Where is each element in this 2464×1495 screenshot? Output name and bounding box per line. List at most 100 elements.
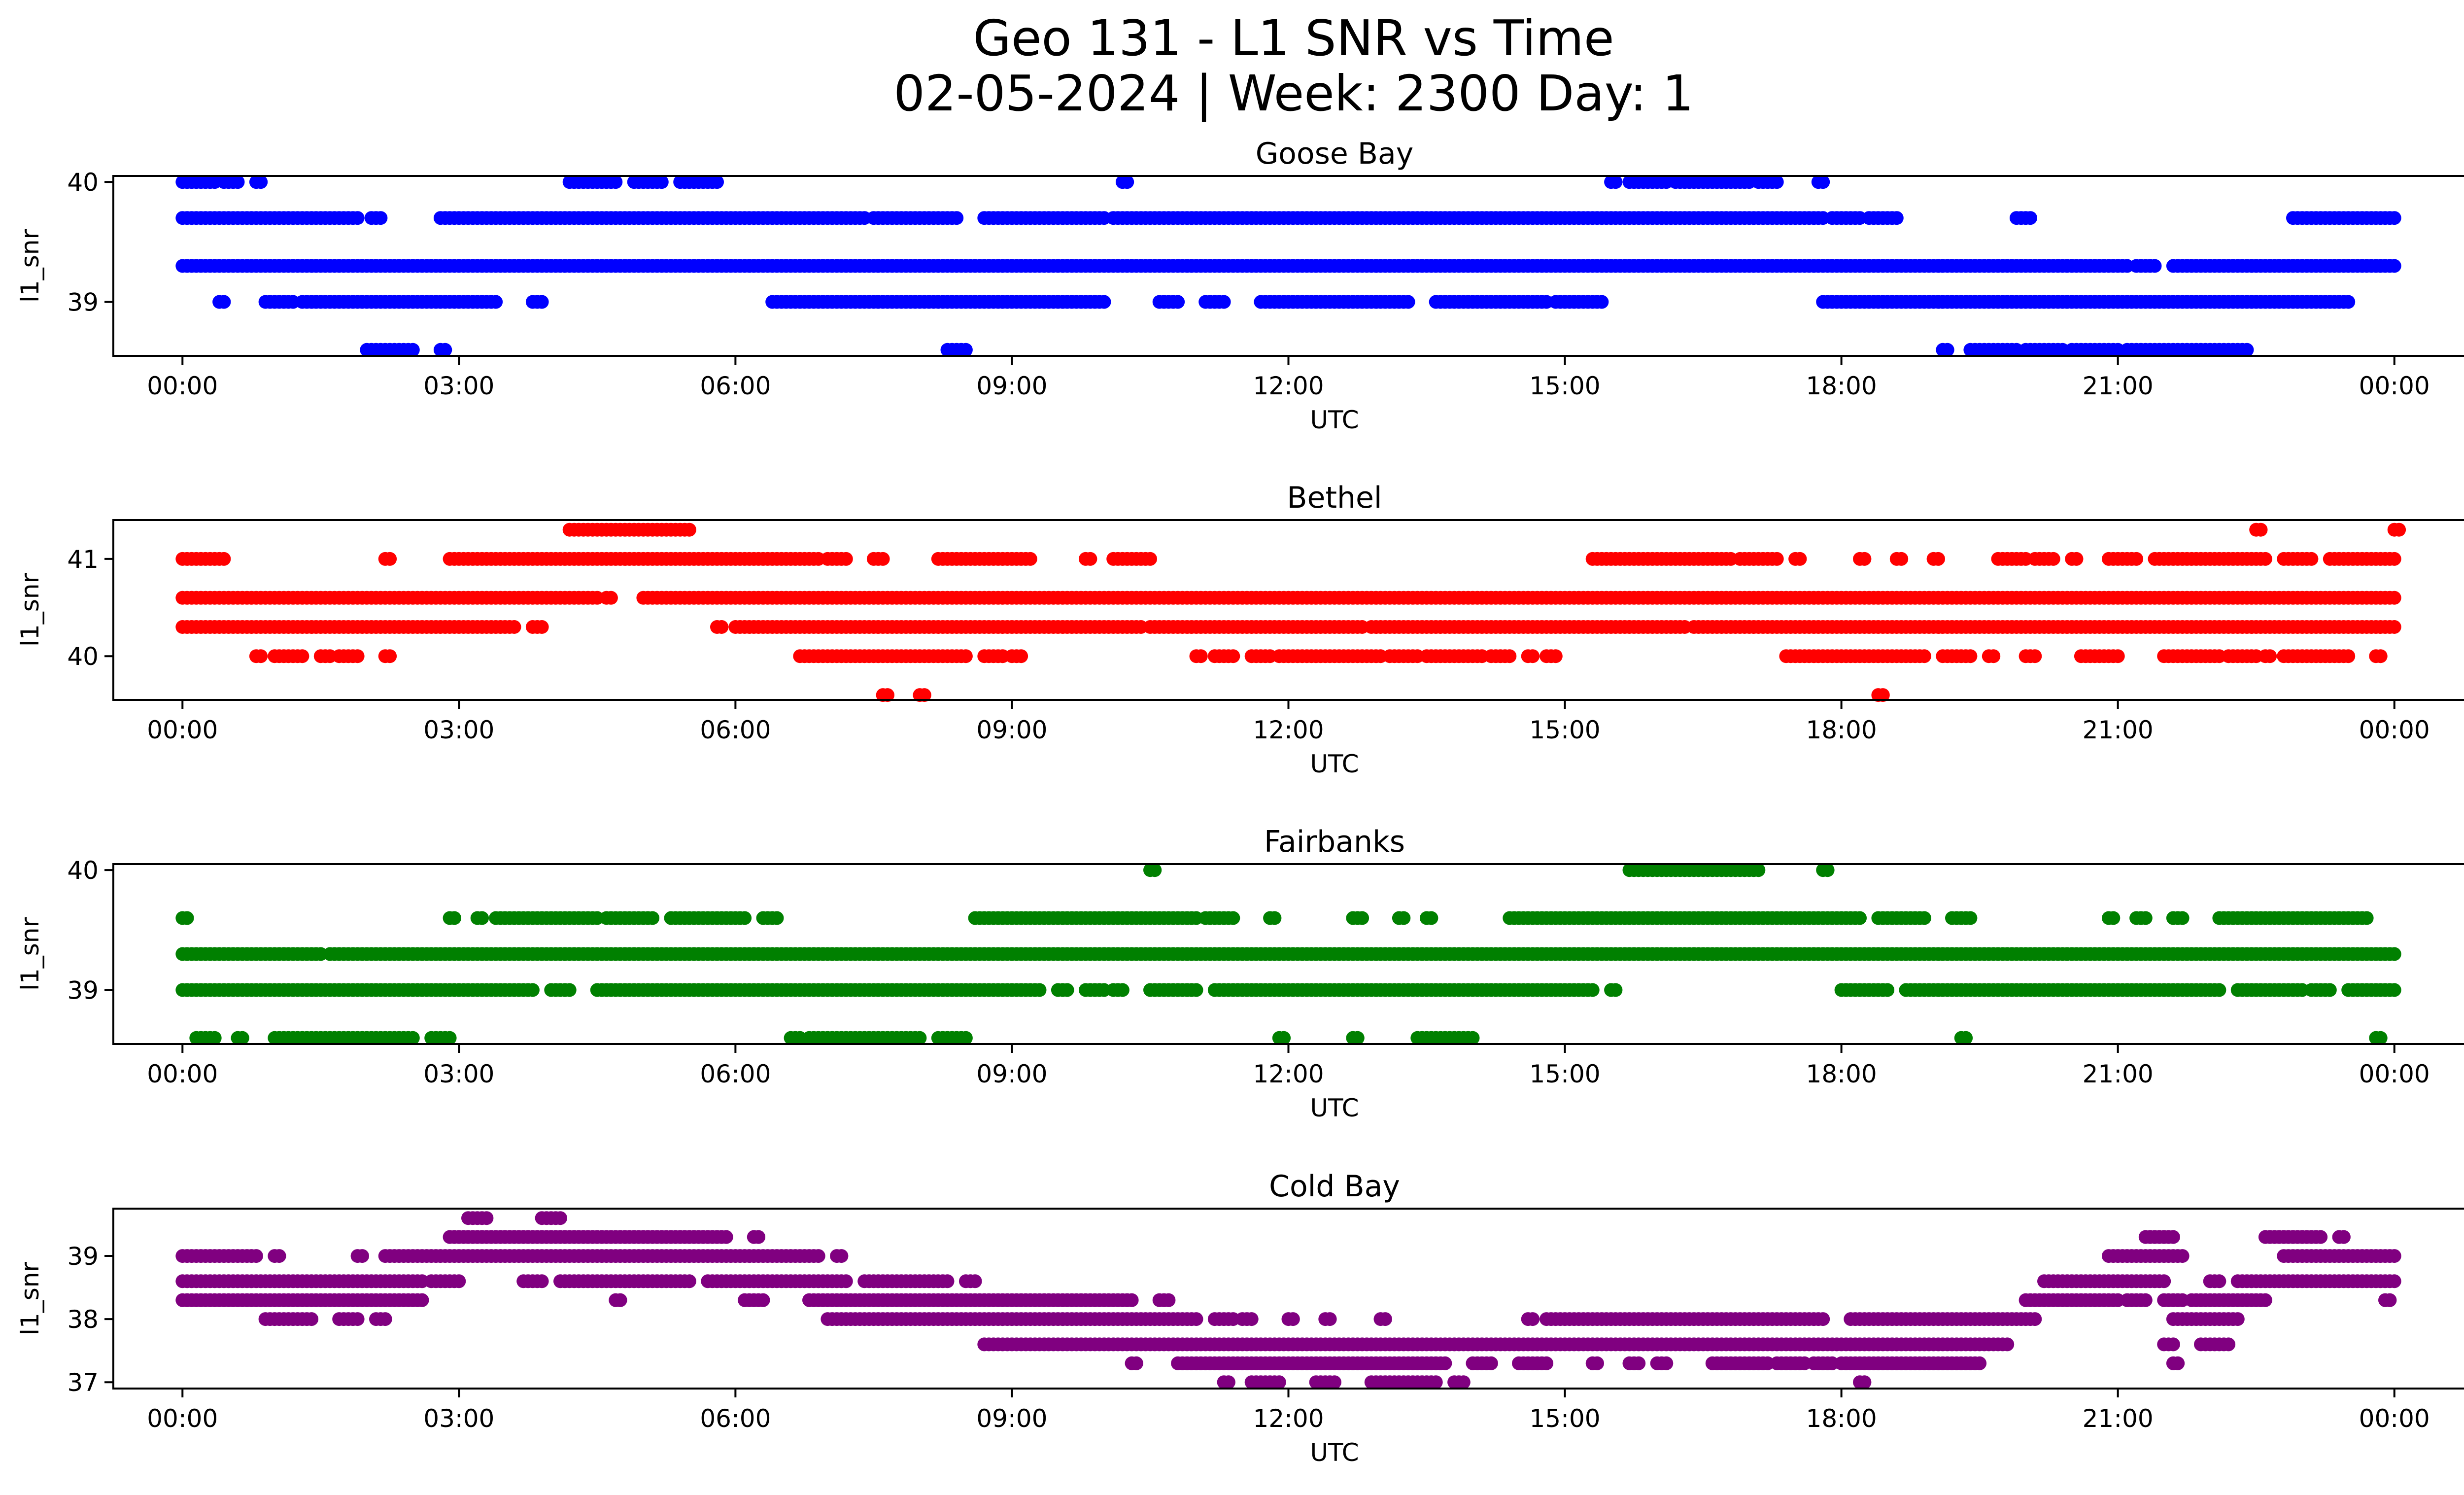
figure-title-line2: 02-05-2024 | Week: 2300 Day: 1 xyxy=(893,65,1693,122)
data-point xyxy=(2106,911,2121,925)
plot-frame xyxy=(112,519,2464,701)
data-point xyxy=(958,1031,973,1045)
x-tick-label: 15:00 xyxy=(1530,716,1601,744)
x-tick-label: 18:00 xyxy=(1806,1060,1877,1088)
data-point xyxy=(1917,911,1931,925)
data-point xyxy=(2387,591,2401,605)
data-point xyxy=(1793,552,1807,566)
x-axis-label: UTC xyxy=(1310,406,1359,434)
data-point xyxy=(1189,983,1203,997)
x-tick-label: 15:00 xyxy=(1530,1060,1601,1088)
x-tick-label: 03:00 xyxy=(423,1060,494,1088)
data-point xyxy=(475,911,489,925)
data-point xyxy=(207,1031,222,1045)
data-point xyxy=(1857,552,1872,566)
y-tick-label: 41 xyxy=(67,545,99,574)
data-point xyxy=(383,649,397,663)
data-point xyxy=(452,1274,466,1288)
x-tick-label: 03:00 xyxy=(423,716,494,744)
panel-title: Cold Bay xyxy=(1269,1169,1400,1204)
data-point xyxy=(1526,649,1540,663)
data-point xyxy=(1244,1312,1259,1326)
data-point xyxy=(272,1249,286,1263)
data-point xyxy=(1595,295,1609,309)
y-axis-label: l1_snr xyxy=(16,917,44,991)
data-point xyxy=(2046,552,2060,566)
data-point xyxy=(881,688,894,702)
data-point xyxy=(604,591,618,605)
data-point xyxy=(1853,911,1867,925)
data-point xyxy=(2387,947,2401,961)
data-point xyxy=(940,1274,955,1288)
y-axis-label: l1_snr xyxy=(16,573,44,647)
data-point xyxy=(839,1274,853,1288)
x-tick-label: 00:00 xyxy=(2359,716,2430,744)
data-point xyxy=(1959,1031,1973,1045)
x-tick-label: 21:00 xyxy=(2083,372,2154,400)
data-point xyxy=(443,1031,457,1045)
x-tick-label: 09:00 xyxy=(976,716,1047,744)
data-point xyxy=(1378,1312,1392,1326)
data-point xyxy=(235,1031,249,1045)
data-point xyxy=(2387,1249,2401,1263)
data-point xyxy=(1503,649,1517,663)
data-point xyxy=(507,620,521,634)
data-point xyxy=(1889,211,1904,225)
data-point xyxy=(2157,1274,2171,1288)
data-point xyxy=(2240,343,2254,357)
data-point xyxy=(2166,1230,2180,1244)
data-point xyxy=(646,911,660,925)
data-point xyxy=(1097,295,1111,309)
x-tick-label: 03:00 xyxy=(423,372,494,400)
data-point xyxy=(1881,983,1895,997)
data-point xyxy=(968,1274,982,1288)
data-point xyxy=(479,1211,494,1225)
x-tick-label: 21:00 xyxy=(2083,1060,2154,1088)
y-tick-label: 40 xyxy=(67,168,99,197)
x-tick-label: 00:00 xyxy=(147,716,218,744)
data-point xyxy=(682,522,696,537)
data-point xyxy=(1986,649,2001,663)
series-bethel xyxy=(175,522,2406,702)
data-point xyxy=(2258,552,2272,566)
data-point xyxy=(1226,911,1240,925)
data-point xyxy=(2129,552,2144,566)
data-point xyxy=(1466,1031,1480,1045)
data-point xyxy=(876,552,890,566)
data-point xyxy=(355,1249,369,1263)
data-point xyxy=(562,983,577,997)
data-point xyxy=(710,175,724,189)
data-point xyxy=(2392,522,2406,537)
data-point xyxy=(2175,911,2190,925)
data-point xyxy=(2387,259,2401,273)
data-point xyxy=(1060,983,1074,997)
x-tick-label: 00:00 xyxy=(147,372,218,400)
data-point xyxy=(2387,552,2401,566)
data-point xyxy=(1876,688,1890,702)
data-point xyxy=(2212,983,2226,997)
data-point xyxy=(254,175,268,189)
data-point xyxy=(2387,620,2401,634)
data-point xyxy=(1355,911,1369,925)
data-point xyxy=(305,1312,319,1326)
data-point xyxy=(1820,863,1835,877)
data-point xyxy=(1143,552,1157,566)
data-point xyxy=(1148,863,1162,877)
data-point xyxy=(719,1230,733,1244)
data-point xyxy=(2148,259,2162,273)
data-point xyxy=(2360,911,2374,925)
data-point xyxy=(958,343,973,357)
data-point xyxy=(350,211,365,225)
data-point xyxy=(1940,343,1954,357)
data-point xyxy=(2028,649,2042,663)
data-point xyxy=(447,911,461,925)
data-point xyxy=(2111,649,2125,663)
data-point xyxy=(415,1293,429,1307)
data-point xyxy=(2387,211,2401,225)
data-point xyxy=(1286,1312,1300,1326)
data-point xyxy=(2387,983,2401,997)
x-tick-label: 06:00 xyxy=(700,372,771,400)
data-point xyxy=(2069,552,2084,566)
data-point xyxy=(2383,1293,2397,1307)
data-point xyxy=(217,552,231,566)
